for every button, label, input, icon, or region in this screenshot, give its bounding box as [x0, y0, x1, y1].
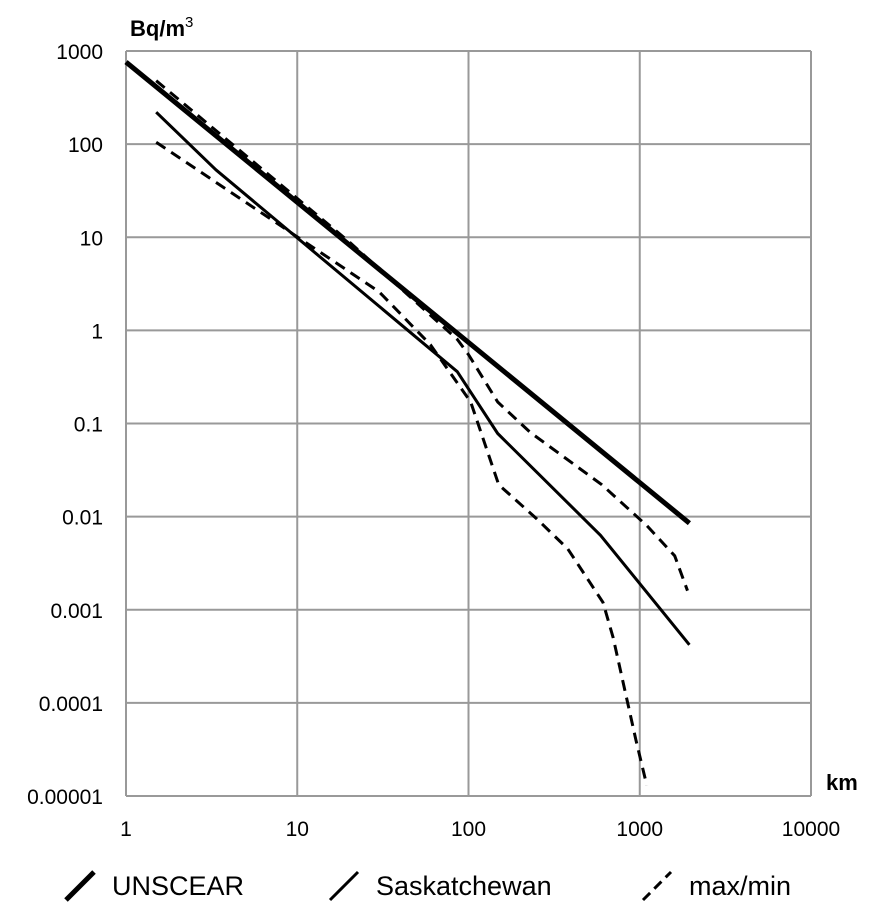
y-axis-ticks: 1000 100 10 1 0.1 0.01 0.001 0.0001 0.00001: [27, 41, 103, 809]
legend-label: Saskatchewan: [376, 870, 552, 901]
x-tick-label: 10000: [782, 818, 840, 841]
data-series: [124, 60, 691, 786]
x-axis-title: km: [826, 770, 858, 795]
x-tick-label: 100: [451, 818, 486, 841]
series-line: [155, 79, 689, 592]
y-tick-label: 0.00001: [27, 786, 103, 809]
legend: UNSCEAR Saskatchewan max/min: [0, 862, 881, 910]
legend-label: max/min: [689, 870, 792, 901]
y-tick-label: 100: [68, 134, 103, 157]
dashed-line-icon: [641, 870, 673, 902]
x-tick-label: 1: [120, 818, 132, 841]
y-tick-label: 0.001: [50, 600, 103, 623]
x-tick-label: 1000: [616, 818, 663, 841]
legend-label: UNSCEAR: [112, 870, 245, 901]
y-axis-title: Bq/m3: [130, 14, 193, 41]
x-tick-label: 10: [286, 818, 309, 841]
solid-line-icon: [328, 870, 360, 902]
y-tick-label: 10: [80, 227, 103, 250]
legend-item-max-min: max/min: [639, 862, 791, 910]
thick-solid-line-icon: [64, 870, 96, 902]
legend-item-unscear: UNSCEAR: [62, 862, 244, 910]
y-tick-label: 1: [91, 320, 103, 343]
y-tick-label: 0.0001: [39, 693, 103, 716]
legend-item-saskatchewan: Saskatchewan: [326, 862, 552, 910]
grid-lines: [125, 50, 812, 797]
y-tick-label: 0.01: [62, 507, 103, 530]
y-tick-label: 1000: [56, 41, 103, 64]
y-tick-label: 0.1: [74, 414, 103, 437]
series-line: [155, 111, 691, 646]
x-axis-ticks: 1 10 100 1000 10000: [120, 818, 840, 841]
series-line: [155, 140, 649, 786]
